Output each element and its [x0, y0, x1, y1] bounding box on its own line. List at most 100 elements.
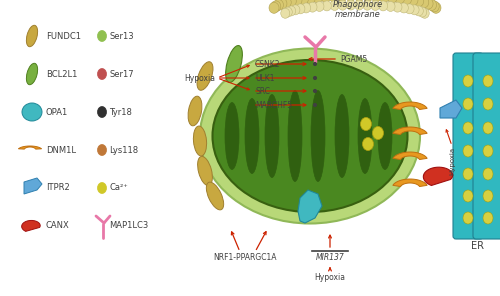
Ellipse shape — [408, 0, 418, 6]
Ellipse shape — [296, 4, 305, 14]
Ellipse shape — [463, 75, 473, 87]
Ellipse shape — [194, 126, 206, 156]
Ellipse shape — [360, 118, 372, 131]
Ellipse shape — [426, 0, 436, 10]
Text: BCL2L1: BCL2L1 — [46, 70, 78, 78]
Ellipse shape — [320, 0, 330, 2]
Ellipse shape — [483, 168, 493, 180]
Ellipse shape — [483, 122, 493, 134]
Ellipse shape — [226, 46, 242, 83]
Ellipse shape — [265, 94, 279, 178]
Text: MIR137: MIR137 — [316, 253, 344, 263]
Ellipse shape — [386, 1, 395, 12]
Ellipse shape — [281, 0, 291, 8]
Ellipse shape — [225, 102, 239, 170]
Polygon shape — [393, 127, 427, 134]
Ellipse shape — [206, 182, 224, 210]
Ellipse shape — [98, 183, 106, 194]
Ellipse shape — [298, 0, 308, 5]
Ellipse shape — [463, 98, 473, 110]
Ellipse shape — [414, 0, 424, 7]
Ellipse shape — [98, 144, 106, 155]
Ellipse shape — [420, 8, 429, 18]
Ellipse shape — [419, 0, 429, 8]
Text: Hypoxia: Hypoxia — [184, 73, 215, 83]
Ellipse shape — [98, 30, 106, 41]
Ellipse shape — [292, 0, 302, 6]
Ellipse shape — [363, 0, 373, 2]
Text: DNM1L: DNM1L — [46, 146, 76, 155]
Ellipse shape — [315, 1, 324, 12]
Ellipse shape — [483, 190, 493, 202]
Ellipse shape — [311, 91, 325, 181]
Ellipse shape — [281, 8, 290, 18]
Ellipse shape — [394, 0, 404, 4]
FancyBboxPatch shape — [473, 53, 500, 239]
Text: CANX: CANX — [46, 221, 70, 231]
Text: Lys118: Lys118 — [109, 146, 138, 155]
Ellipse shape — [393, 2, 402, 12]
Ellipse shape — [337, 0, 347, 2]
Ellipse shape — [410, 5, 419, 15]
Ellipse shape — [245, 99, 259, 173]
Text: ULK1: ULK1 — [255, 73, 274, 83]
Ellipse shape — [302, 3, 310, 13]
Ellipse shape — [335, 94, 349, 178]
Ellipse shape — [188, 96, 202, 126]
Ellipse shape — [286, 0, 296, 7]
Ellipse shape — [358, 99, 372, 173]
Polygon shape — [440, 100, 462, 118]
Polygon shape — [24, 178, 42, 194]
Ellipse shape — [306, 0, 316, 4]
Text: Hypoxia: Hypoxia — [314, 274, 346, 282]
Ellipse shape — [387, 0, 397, 3]
Ellipse shape — [380, 0, 390, 2]
Ellipse shape — [378, 102, 392, 170]
Text: PGAM5: PGAM5 — [340, 54, 367, 64]
Ellipse shape — [463, 168, 473, 180]
Ellipse shape — [483, 75, 493, 87]
Ellipse shape — [288, 91, 302, 181]
Ellipse shape — [483, 145, 493, 157]
Ellipse shape — [463, 122, 473, 134]
Ellipse shape — [271, 1, 281, 12]
Ellipse shape — [346, 0, 356, 10]
Text: NRF1-PPARGC1A: NRF1-PPARGC1A — [213, 253, 277, 263]
Text: Ser17: Ser17 — [109, 70, 134, 78]
Text: Tyr18: Tyr18 — [109, 107, 132, 117]
Ellipse shape — [308, 2, 317, 12]
Ellipse shape — [286, 6, 296, 16]
Ellipse shape — [98, 107, 106, 118]
Polygon shape — [298, 190, 322, 223]
FancyBboxPatch shape — [453, 53, 483, 239]
Ellipse shape — [313, 0, 323, 3]
Ellipse shape — [200, 49, 420, 223]
Ellipse shape — [212, 60, 408, 212]
Text: Phagophore
membrane: Phagophore membrane — [333, 0, 383, 20]
Ellipse shape — [402, 0, 411, 5]
Ellipse shape — [274, 0, 283, 10]
Polygon shape — [393, 179, 427, 186]
Ellipse shape — [483, 98, 493, 110]
Ellipse shape — [463, 212, 473, 224]
Ellipse shape — [314, 104, 316, 107]
Ellipse shape — [269, 2, 279, 13]
Ellipse shape — [363, 0, 372, 10]
Polygon shape — [393, 152, 427, 160]
Ellipse shape — [354, 0, 364, 10]
Ellipse shape — [429, 1, 439, 12]
Ellipse shape — [418, 7, 426, 17]
Ellipse shape — [354, 0, 364, 1]
Ellipse shape — [463, 145, 473, 157]
Ellipse shape — [314, 76, 316, 80]
Text: SRC: SRC — [255, 86, 270, 96]
Text: MARCHF5: MARCHF5 — [255, 101, 292, 110]
Ellipse shape — [314, 89, 316, 93]
Polygon shape — [22, 221, 40, 231]
Ellipse shape — [330, 1, 339, 10]
Text: ITPR2: ITPR2 — [46, 184, 70, 192]
Ellipse shape — [463, 190, 473, 202]
Ellipse shape — [338, 0, 347, 10]
Ellipse shape — [372, 126, 384, 139]
Ellipse shape — [371, 1, 380, 10]
